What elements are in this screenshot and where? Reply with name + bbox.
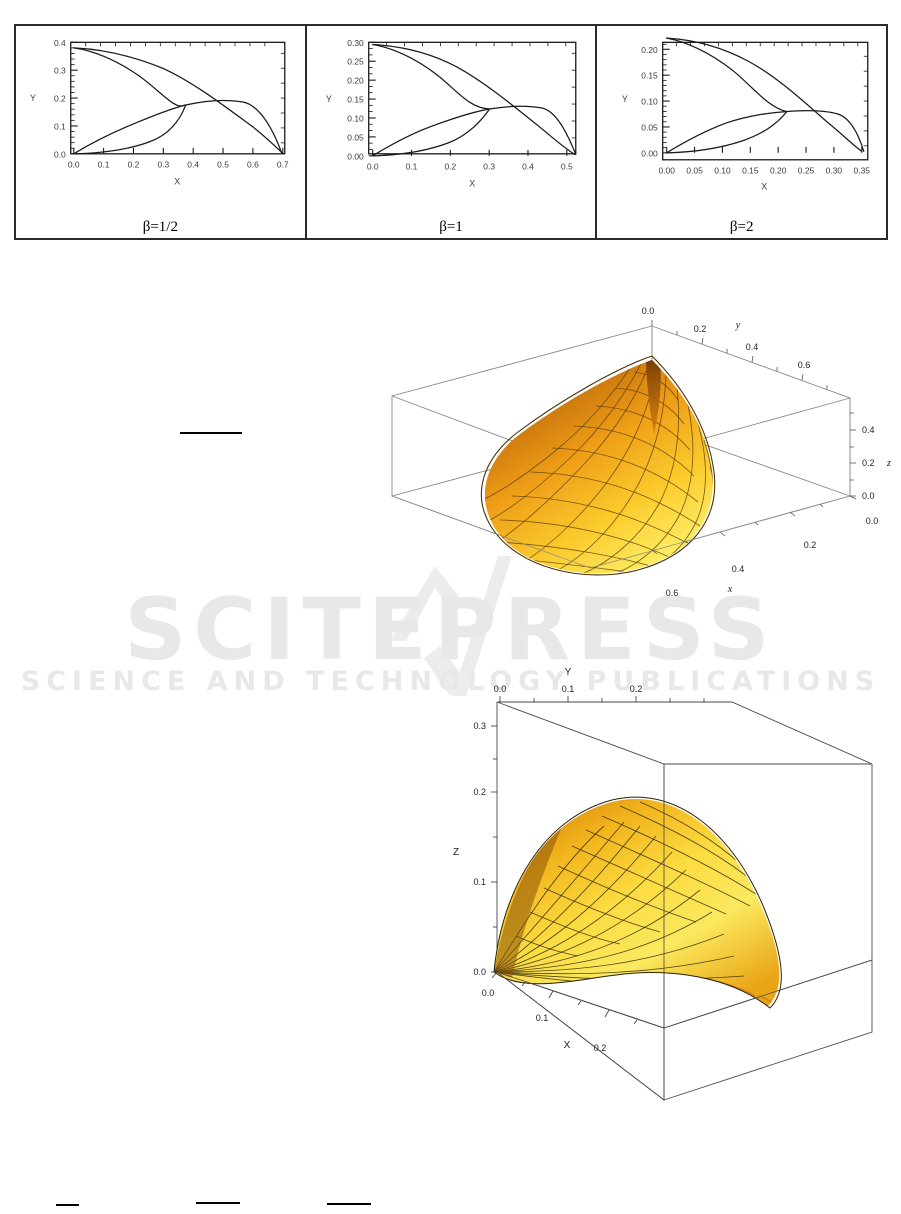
svg-text:0.5: 0.5	[561, 162, 573, 172]
surface-2-outline	[493, 796, 782, 1009]
surface-2-xlabel: X	[564, 1040, 571, 1051]
panel-cell-beta-one: 0.30 0.25 0.20 0.15 0.10 0.05 0.00	[307, 26, 598, 238]
svg-text:0.00: 0.00	[642, 148, 659, 158]
svg-text:0.0: 0.0	[473, 967, 486, 977]
svg-text:0.4: 0.4	[862, 425, 875, 435]
surface-plot-1: 0.0 0.2 0.4 0.6 y 0.0 0.2 0.4 0.6 x	[391, 306, 891, 598]
svg-text:0.20: 0.20	[642, 45, 659, 55]
svg-text:0.3: 0.3	[483, 162, 495, 172]
rule-mid-left	[180, 432, 242, 434]
surface-2-z-axis: 0.0 0.1 0.2 0.3 Z	[453, 721, 497, 977]
surface-1-z-axis: 0.0 0.2 0.4 z	[850, 412, 891, 501]
surface-1-mesh	[484, 360, 713, 574]
svg-text:0.4: 0.4	[187, 160, 199, 170]
surface-1-outline	[480, 355, 716, 576]
svg-text:0.0: 0.0	[68, 160, 80, 170]
panel-caption-beta-two: β=2	[729, 219, 754, 235]
svg-text:0.1: 0.1	[54, 121, 66, 131]
panel-cell-beta-half: 0.4 0.3 0.2 0.1 0.0	[16, 26, 307, 238]
svg-text:0.05: 0.05	[687, 166, 704, 176]
chart-beta-one-xlabel: X	[469, 179, 475, 189]
svg-text:0.4: 0.4	[746, 342, 759, 352]
svg-text:0.0: 0.0	[862, 491, 875, 501]
svg-text:0.3: 0.3	[157, 160, 169, 170]
surface-2-zlabel: Z	[453, 847, 459, 858]
svg-text:0.05: 0.05	[347, 132, 364, 142]
svg-text:0.0: 0.0	[54, 149, 66, 159]
surface-1-xlabel: x	[727, 584, 733, 595]
chart-beta-one-ylabel: Y	[326, 94, 332, 104]
svg-text:0.15: 0.15	[742, 166, 759, 176]
surface-2-y-axis: 0.0 0.1 0.2 Y	[494, 667, 705, 702]
beta-panels-table: 0.4 0.3 0.2 0.1 0.0	[14, 24, 888, 240]
svg-text:0.20: 0.20	[770, 166, 787, 176]
svg-text:0.1: 0.1	[536, 1013, 549, 1023]
panel-caption-beta-one: β=1	[439, 219, 463, 235]
svg-text:0.6: 0.6	[247, 160, 259, 170]
chart-beta-two-xlabel: X	[762, 182, 768, 192]
svg-text:0.15: 0.15	[347, 95, 364, 105]
svg-text:0.10: 0.10	[347, 113, 364, 123]
surface-plot-2: 0.0 0.1 0.2 Y 0.0 0.1 0.2 0.3 Z	[453, 667, 873, 1101]
svg-text:0.2: 0.2	[594, 1043, 607, 1053]
chart-beta-one: 0.30 0.25 0.20 0.15 0.10 0.05 0.00	[326, 38, 577, 189]
surface-2-ylabel: Y	[565, 667, 572, 678]
svg-text:0.15: 0.15	[642, 71, 659, 81]
svg-text:0.0: 0.0	[642, 306, 655, 316]
svg-text:0.00: 0.00	[659, 166, 676, 176]
svg-text:0.10: 0.10	[715, 166, 732, 176]
svg-text:0.2: 0.2	[862, 458, 875, 468]
svg-text:0.1: 0.1	[562, 684, 575, 694]
svg-text:0.05: 0.05	[642, 122, 659, 132]
svg-text:0.0: 0.0	[366, 162, 378, 172]
svg-text:0.4: 0.4	[54, 38, 66, 48]
svg-text:0.30: 0.30	[347, 38, 364, 48]
surface-2-mesh	[494, 799, 780, 1006]
chart-beta-half-xlabel: X	[174, 177, 180, 187]
chart-beta-two: 0.20 0.15 0.10 0.05 0.00	[622, 37, 871, 192]
chart-beta-half: 0.4 0.3 0.2 0.1 0.0	[30, 38, 289, 187]
svg-text:0.2: 0.2	[804, 540, 817, 550]
svg-text:0.4: 0.4	[732, 564, 745, 574]
rule-bottom-3	[327, 1203, 371, 1205]
svg-text:0.3: 0.3	[54, 66, 66, 76]
surface-1-y-axis: 0.0 0.2 0.4 0.6 y	[642, 306, 828, 389]
surface-1-zlabel: z	[886, 458, 891, 469]
rule-bottom-1	[56, 1204, 79, 1206]
svg-text:0.0: 0.0	[482, 988, 495, 998]
svg-text:0.25: 0.25	[798, 166, 815, 176]
svg-text:0.3: 0.3	[473, 721, 486, 731]
surface-1-x-axis: 0.0 0.2 0.4 0.6 x	[651, 495, 879, 598]
svg-text:0.5: 0.5	[217, 160, 229, 170]
svg-text:0.2: 0.2	[694, 324, 707, 334]
svg-text:0.1: 0.1	[98, 160, 110, 170]
svg-text:0.20: 0.20	[347, 76, 364, 86]
surface-1-ylabel: y	[735, 320, 741, 331]
svg-text:0.0: 0.0	[866, 516, 879, 526]
svg-text:0.1: 0.1	[473, 877, 486, 887]
svg-text:0.7: 0.7	[277, 160, 289, 170]
svg-text:0.35: 0.35	[854, 166, 871, 176]
chart-beta-half-ylabel: Y	[30, 93, 36, 103]
svg-text:0.1: 0.1	[405, 162, 417, 172]
svg-text:0.00: 0.00	[347, 151, 364, 161]
svg-text:0.0: 0.0	[494, 684, 507, 694]
svg-text:0.2: 0.2	[444, 162, 456, 172]
chart-beta-two-ylabel: Y	[622, 94, 628, 104]
panel-caption-beta-half: β=1/2	[142, 219, 178, 235]
surface-2-x-axis: 0.0 0.1 0.2 X	[482, 971, 638, 1053]
svg-text:0.2: 0.2	[54, 94, 66, 104]
svg-text:0.2: 0.2	[473, 787, 486, 797]
svg-text:0.2: 0.2	[630, 684, 643, 694]
panel-cell-beta-two: 0.20 0.15 0.10 0.05 0.00	[597, 26, 886, 238]
svg-text:0.30: 0.30	[826, 166, 843, 176]
svg-text:0.4: 0.4	[522, 162, 534, 172]
rule-bottom-2	[196, 1202, 240, 1204]
svg-text:0.6: 0.6	[798, 360, 811, 370]
svg-text:0.2: 0.2	[128, 160, 140, 170]
svg-text:0.25: 0.25	[347, 57, 364, 67]
svg-text:0.6: 0.6	[666, 588, 679, 598]
svg-text:0.10: 0.10	[642, 97, 659, 107]
